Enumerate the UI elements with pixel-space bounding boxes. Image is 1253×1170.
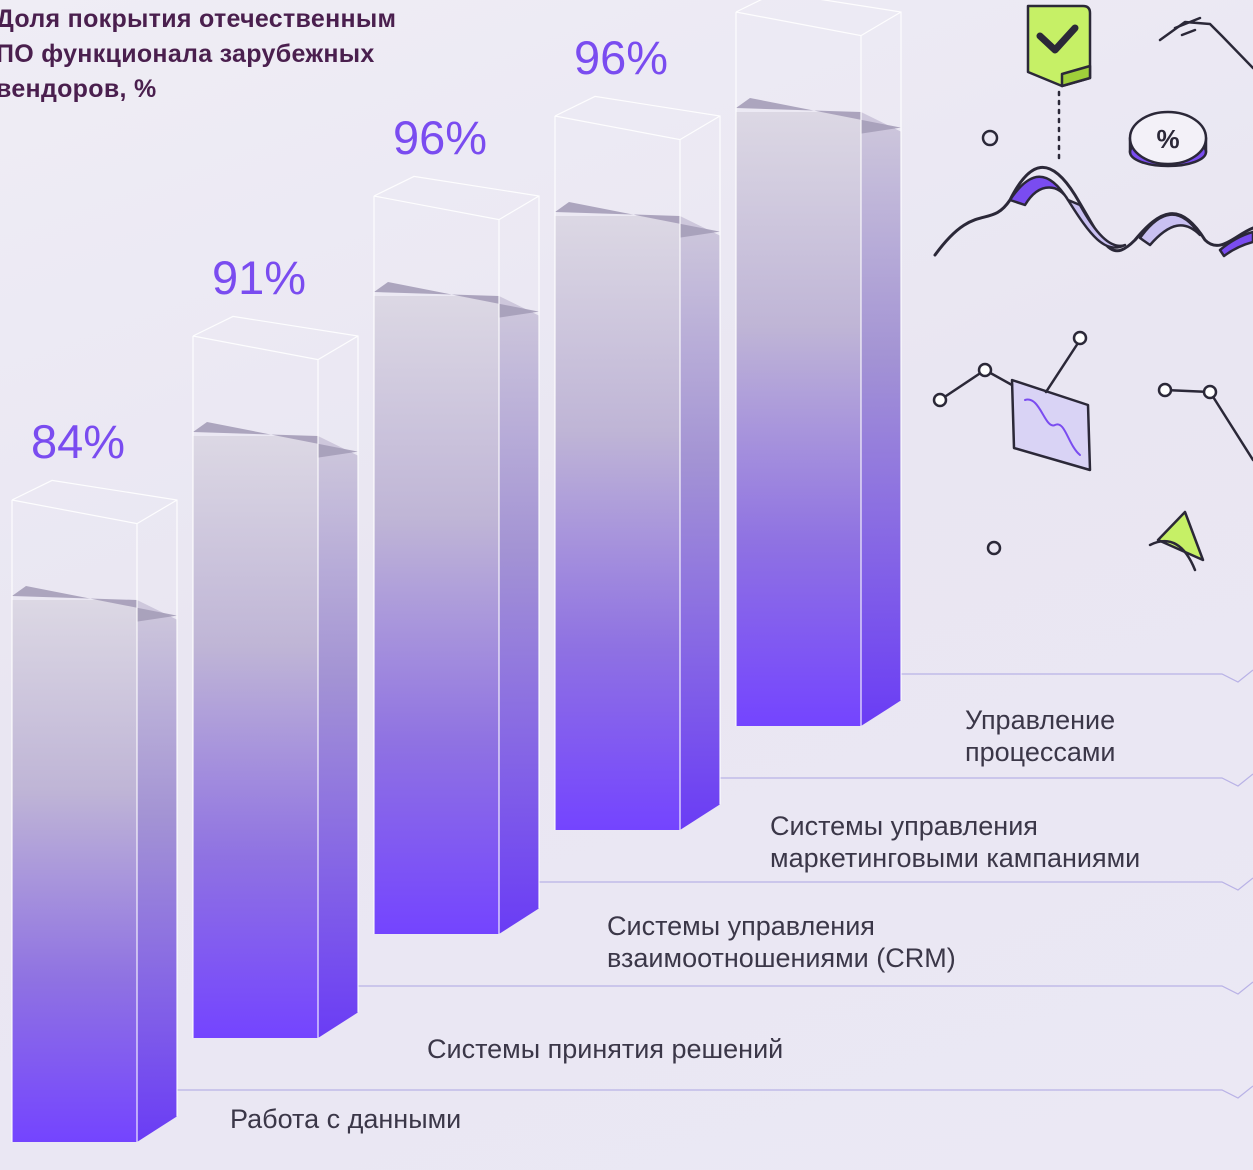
- category-labels: Работа с данными Системы принятия решений…: [230, 705, 1140, 1134]
- bar-side: [499, 296, 539, 934]
- bar-side: [861, 112, 901, 726]
- divider-line: [539, 877, 1253, 891]
- divider-line: [720, 773, 1253, 787]
- graph-card-icon: [932, 330, 1253, 472]
- value-labels: 84%91%96%96%98%: [31, 31, 668, 468]
- bar: [373, 175, 540, 934]
- bar: [11, 479, 178, 1142]
- value-label: 84%: [31, 415, 125, 468]
- divider-line: [358, 981, 1253, 995]
- bar: [192, 315, 359, 1038]
- bar-top: [736, 98, 901, 134]
- check-icon: [1026, 4, 1092, 162]
- bar-top: [374, 282, 539, 318]
- decoration: %: [932, 4, 1253, 572]
- bar-front: [12, 600, 137, 1142]
- bar-top: [12, 586, 177, 622]
- category-label: Системы принятия решений: [427, 1034, 783, 1064]
- category-label: Управление процессами: [965, 705, 1116, 767]
- category-label: Работа с данными: [230, 1104, 461, 1134]
- bar-side: [137, 600, 177, 1142]
- bar-side: [318, 436, 358, 1038]
- bars: [11, 0, 902, 1142]
- divider-line: [177, 1085, 1253, 1099]
- tent-icon: [1148, 510, 1205, 572]
- category-label: Системы управления взаимоотношениями (CRM…: [607, 911, 956, 973]
- chart-title: Доля покрытия отечественным ПО функциона…: [0, 5, 397, 103]
- bar-frame: [554, 95, 721, 830]
- divider-lines: [177, 669, 1253, 1099]
- bar-frame: [11, 479, 178, 1142]
- value-label: 96%: [393, 111, 487, 164]
- bar: [554, 95, 721, 830]
- bar-frame: [735, 0, 902, 726]
- value-label: 96%: [574, 31, 668, 84]
- bar-frame: [192, 315, 359, 1038]
- divider-line: [901, 669, 1253, 683]
- bar-frame: [373, 175, 540, 934]
- bar-front: [193, 436, 318, 1038]
- value-label: 91%: [212, 251, 306, 304]
- bar-top: [193, 422, 358, 458]
- bar-top: [555, 202, 720, 238]
- bar: [735, 0, 902, 726]
- bar-side: [680, 216, 720, 830]
- category-label: Системы управления маркетинговыми кампани…: [770, 811, 1140, 873]
- wave-ribbon-icon: [933, 165, 1253, 258]
- percent-coin-icon: %: [1128, 110, 1208, 168]
- bar-front: [736, 112, 861, 726]
- bar-front: [555, 216, 680, 830]
- pointing-hand-icon: [1158, 16, 1253, 70]
- bar-front: [374, 296, 499, 934]
- svg-text:%: %: [1156, 124, 1179, 154]
